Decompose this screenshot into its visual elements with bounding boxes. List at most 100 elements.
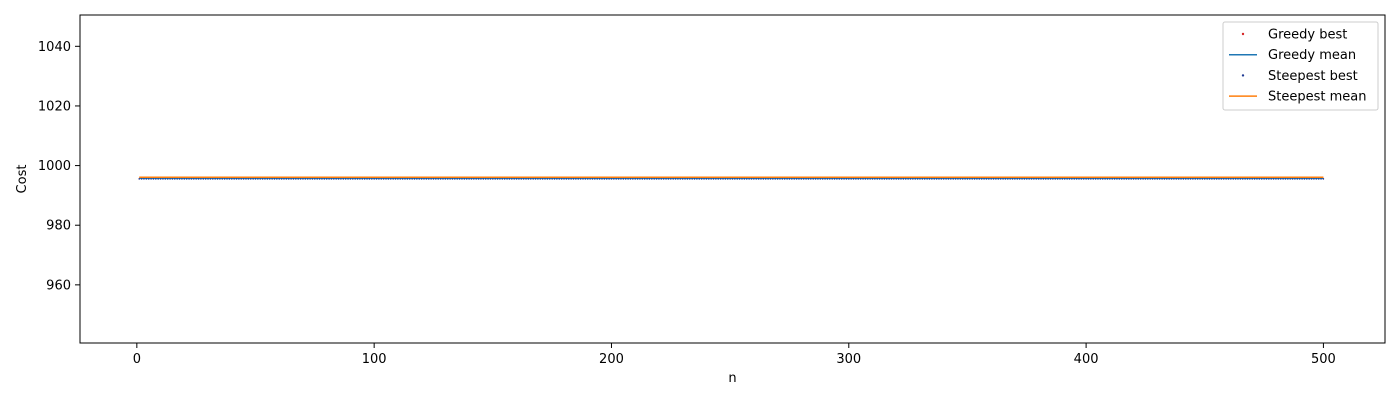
legend-label-greedy-best: Greedy best [1268, 28, 1347, 43]
point-steepest-best [280, 178, 283, 180]
point-steepest-best [302, 178, 304, 180]
point-steepest-best [245, 178, 247, 180]
point-steepest-best [1242, 178, 1244, 180]
point-steepest-best [428, 178, 430, 180]
point-steepest-best [344, 178, 347, 180]
point-steepest-best [976, 178, 978, 180]
point-steepest-best [387, 178, 390, 180]
point-steepest-best [672, 178, 674, 180]
point-steepest-best [342, 178, 345, 180]
point-steepest-best [437, 178, 439, 180]
point-steepest-best [148, 178, 150, 180]
point-steepest-best [966, 178, 969, 180]
point-steepest-best [423, 178, 425, 180]
point-steepest-best [271, 178, 273, 180]
point-steepest-best [957, 178, 959, 180]
point-steepest-best [698, 178, 700, 180]
point-steepest-best [1256, 178, 1258, 180]
point-steepest-best [190, 178, 193, 180]
point-steepest-best [857, 178, 859, 180]
point-steepest-best [537, 178, 539, 180]
point-steepest-best [515, 178, 518, 180]
point-steepest-best [608, 178, 610, 180]
point-steepest-best [1265, 178, 1268, 180]
point-steepest-best [708, 178, 710, 180]
point-steepest-best [1237, 178, 1239, 180]
point-steepest-best [138, 178, 140, 180]
point-steepest-best [641, 178, 644, 180]
series-layer [138, 176, 1325, 180]
point-steepest-best [330, 178, 333, 180]
point-steepest-best [829, 178, 831, 180]
point-steepest-best [492, 178, 494, 180]
point-steepest-best [639, 178, 641, 180]
point-steepest-best [1092, 178, 1094, 180]
point-steepest-best [449, 178, 451, 180]
point-steepest-best [442, 178, 444, 180]
point-steepest-best [727, 178, 729, 180]
point-steepest-best [347, 178, 349, 180]
point-steepest-best [798, 178, 800, 180]
point-steepest-best [473, 178, 475, 180]
point-steepest-best [304, 178, 307, 180]
point-steepest-best [890, 178, 893, 180]
point-steepest-best [791, 178, 793, 180]
point-steepest-best [373, 178, 375, 180]
point-steepest-best [1201, 178, 1204, 180]
point-steepest-best [1125, 178, 1128, 180]
point-steepest-best [501, 178, 504, 180]
point-steepest-best [971, 178, 973, 180]
point-steepest-best [378, 178, 380, 180]
point-steepest-best [392, 178, 394, 180]
point-steepest-best [710, 178, 712, 180]
point-steepest-best [743, 178, 746, 180]
point-steepest-best [674, 178, 677, 180]
point-steepest-best [1199, 178, 1201, 180]
point-steepest-best [145, 178, 148, 180]
point-steepest-best [985, 178, 988, 180]
point-steepest-best [1163, 178, 1166, 180]
point-steepest-best [264, 178, 266, 180]
point-steepest-best [615, 178, 617, 180]
point-steepest-best [368, 178, 371, 180]
point-steepest-best [558, 178, 560, 180]
point-steepest-best [924, 178, 926, 180]
point-steepest-best [375, 178, 378, 180]
point-steepest-best [276, 178, 278, 180]
point-steepest-best [1279, 178, 1282, 180]
legend-label-greedy-mean: Greedy mean [1268, 48, 1356, 63]
point-steepest-best [705, 178, 708, 180]
point-steepest-best [354, 178, 356, 180]
point-steepest-best [1151, 178, 1154, 180]
point-steepest-best [978, 178, 981, 180]
point-steepest-best [1109, 178, 1111, 180]
point-steepest-best [762, 178, 765, 180]
point-steepest-best [176, 178, 178, 180]
point-steepest-best [1002, 178, 1004, 180]
point-steepest-best [686, 178, 689, 180]
point-steepest-best [670, 178, 672, 180]
point-steepest-best [945, 178, 947, 180]
point-steepest-best [1130, 178, 1132, 180]
point-steepest-best [992, 178, 995, 180]
point-steepest-best [401, 178, 404, 180]
point-steepest-best [1187, 178, 1189, 180]
point-steepest-best [750, 178, 753, 180]
point-steepest-best [1097, 178, 1099, 180]
point-steepest-best [961, 178, 964, 180]
point-steepest-best [456, 178, 458, 180]
point-steepest-best [712, 178, 715, 180]
point-steepest-best [397, 178, 399, 180]
point-steepest-best [1016, 178, 1018, 180]
point-steepest-best [741, 178, 743, 180]
point-steepest-best [250, 178, 252, 180]
point-steepest-best [1026, 178, 1028, 180]
point-steepest-best [667, 178, 670, 180]
point-steepest-best [959, 178, 962, 180]
point-steepest-best [788, 178, 791, 180]
point-steepest-best [888, 178, 890, 180]
point-steepest-best [717, 178, 719, 180]
series-steepest-best [138, 178, 1325, 180]
point-steepest-best [1080, 178, 1083, 180]
legend-box [1222, 21, 1379, 111]
